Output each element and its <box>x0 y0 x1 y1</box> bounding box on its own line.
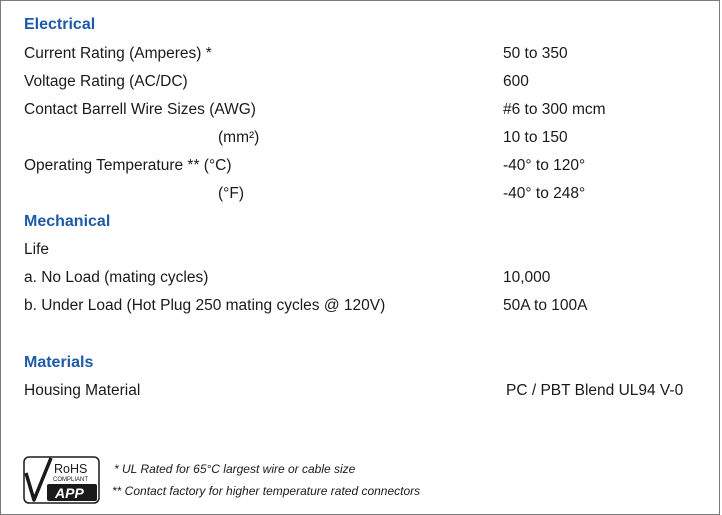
spec-value-under-load: 50A to 100A <box>503 297 588 314</box>
spec-value-operating-temp-f: -40° to 248° <box>503 185 586 202</box>
spec-label-current-rating: Current Rating (Amperes) * <box>24 45 212 62</box>
compliant-text: COMPLIANT <box>53 477 88 483</box>
spec-label-life: Life <box>24 241 49 258</box>
spec-value-housing-material: PC / PBT Blend UL94 V-0 <box>506 382 684 399</box>
spec-value-wire-sizes-awg: #6 to 300 mcm <box>503 101 606 118</box>
spec-value-voltage-rating: 600 <box>503 73 529 90</box>
app-text: APP <box>54 485 84 501</box>
spec-label-housing-material: Housing Material <box>24 382 141 399</box>
spec-value-operating-temp-c: -40° to 120° <box>503 157 586 174</box>
section-heading-mechanical: Mechanical <box>24 213 111 230</box>
spec-label-no-load: a. No Load (mating cycles) <box>24 269 209 286</box>
spec-label-wire-sizes-awg: Contact Barrell Wire Sizes (AWG) <box>24 101 256 118</box>
spec-label-wire-sizes-mm2: (mm²) <box>218 129 260 146</box>
spec-value-no-load: 10,000 <box>503 269 551 286</box>
spec-value-current-rating: 50 to 350 <box>503 45 568 62</box>
spec-label-operating-temp-f: (°F) <box>218 185 244 202</box>
spec-label-voltage-rating: Voltage Rating (AC/DC) <box>24 73 188 90</box>
section-heading-electrical: Electrical <box>24 16 96 33</box>
spec-value-wire-sizes-mm2: 10 to 150 <box>503 129 568 146</box>
footnote-ul-rated: * UL Rated for 65°C largest wire or cabl… <box>114 462 356 476</box>
footnote-contact-factory: ** Contact factory for higher temperatur… <box>112 484 421 498</box>
section-heading-materials: Materials <box>24 354 94 371</box>
spec-label-under-load: b. Under Load (Hot Plug 250 mating cycle… <box>24 297 386 314</box>
rohs-app-logo: RoHS COMPLIANT APP <box>23 456 100 504</box>
spec-label-operating-temp-c: Operating Temperature ** (°C) <box>24 157 232 174</box>
rohs-text: RoHS <box>54 462 87 476</box>
